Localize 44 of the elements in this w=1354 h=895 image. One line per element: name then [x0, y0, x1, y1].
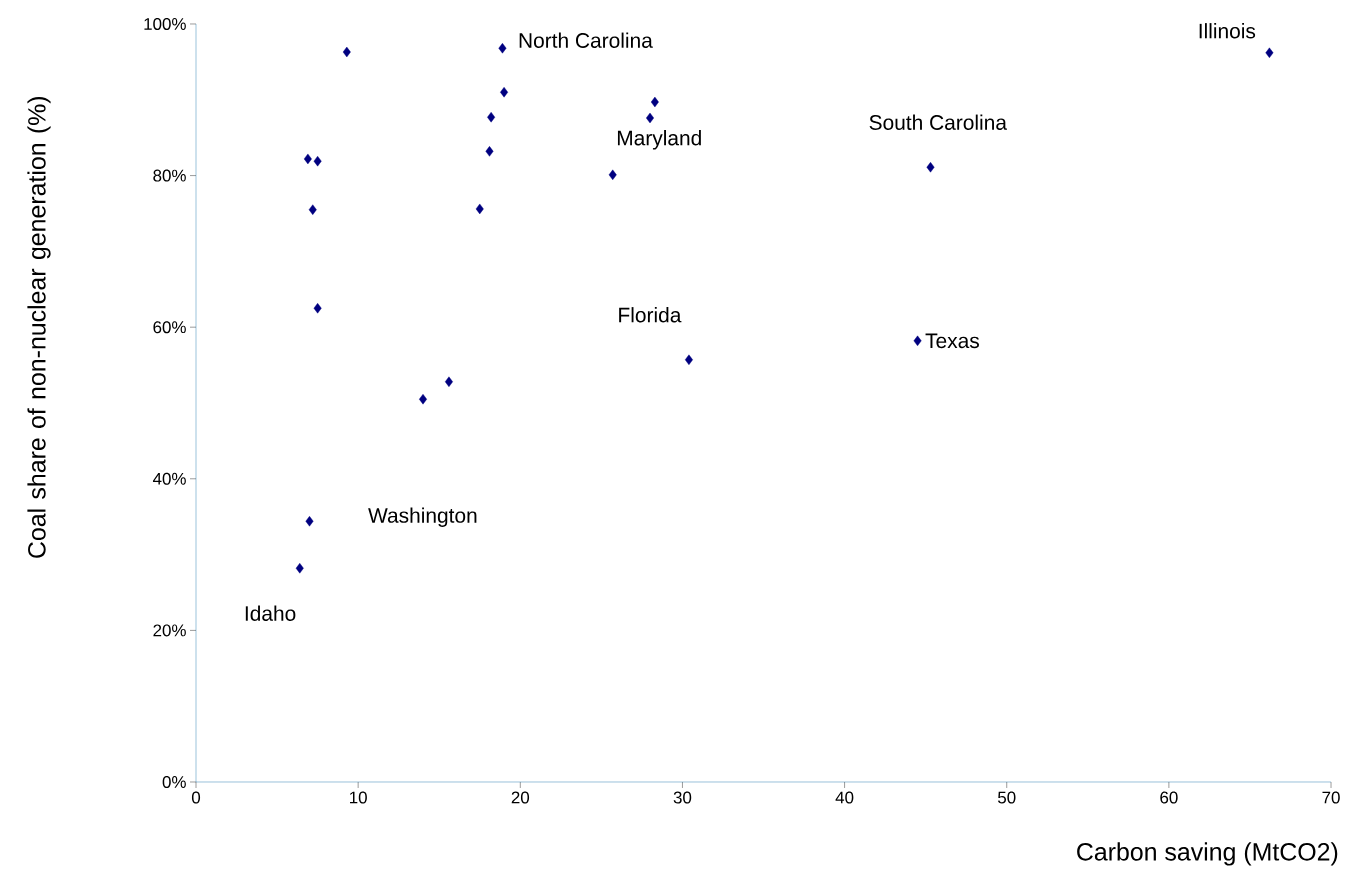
annotation: Texas: [925, 333, 979, 349]
annotation: North Carolina: [519, 32, 653, 48]
point: [313, 303, 322, 314]
point: [445, 376, 453, 387]
x-tick-label: 40: [835, 791, 854, 804]
point: [305, 516, 314, 527]
point: [498, 43, 507, 54]
point: [485, 146, 494, 157]
x-tick-label: 60: [1160, 791, 1178, 804]
x-tick-label: 30: [673, 791, 692, 804]
annotation: Washington: [368, 507, 477, 527]
point: [295, 563, 304, 574]
x-axis-title: Carbon saving (MtCO2): [1077, 842, 1338, 866]
point: [303, 153, 312, 165]
point: [475, 203, 484, 215]
x-tick-label: 10: [350, 791, 367, 804]
point: [650, 96, 659, 108]
point: [313, 155, 322, 167]
point: [926, 162, 935, 173]
y-tick-label: 0%: [162, 776, 186, 788]
y-tick-label: 80%: [153, 169, 186, 182]
point: [684, 354, 693, 365]
x-tick-label: 0: [191, 791, 201, 804]
x-tick-label: 20: [511, 791, 530, 804]
annotation: Maryland: [617, 130, 701, 150]
point: [913, 335, 922, 347]
point: [342, 46, 351, 58]
y-axis-title: Coal share of non-nuclear generation (%): [27, 96, 51, 558]
point: [1265, 47, 1274, 58]
annotation: South Carolina: [869, 114, 1007, 130]
annotation: Idaho: [245, 605, 296, 621]
point: [608, 169, 617, 181]
annotation: Florida: [619, 307, 682, 323]
y-tick-label: 100%: [144, 17, 186, 30]
annotation: Illinois: [1199, 23, 1256, 39]
point: [487, 112, 496, 123]
x-tick-label: 70: [1322, 791, 1340, 804]
y-tick-label: 20%: [153, 624, 186, 637]
point: [308, 204, 317, 215]
y-tick-label: 40%: [152, 472, 186, 485]
x-tick-label: 50: [997, 791, 1016, 804]
point: [500, 87, 509, 98]
y-tick-label: 60%: [153, 321, 186, 334]
point: [419, 394, 427, 405]
